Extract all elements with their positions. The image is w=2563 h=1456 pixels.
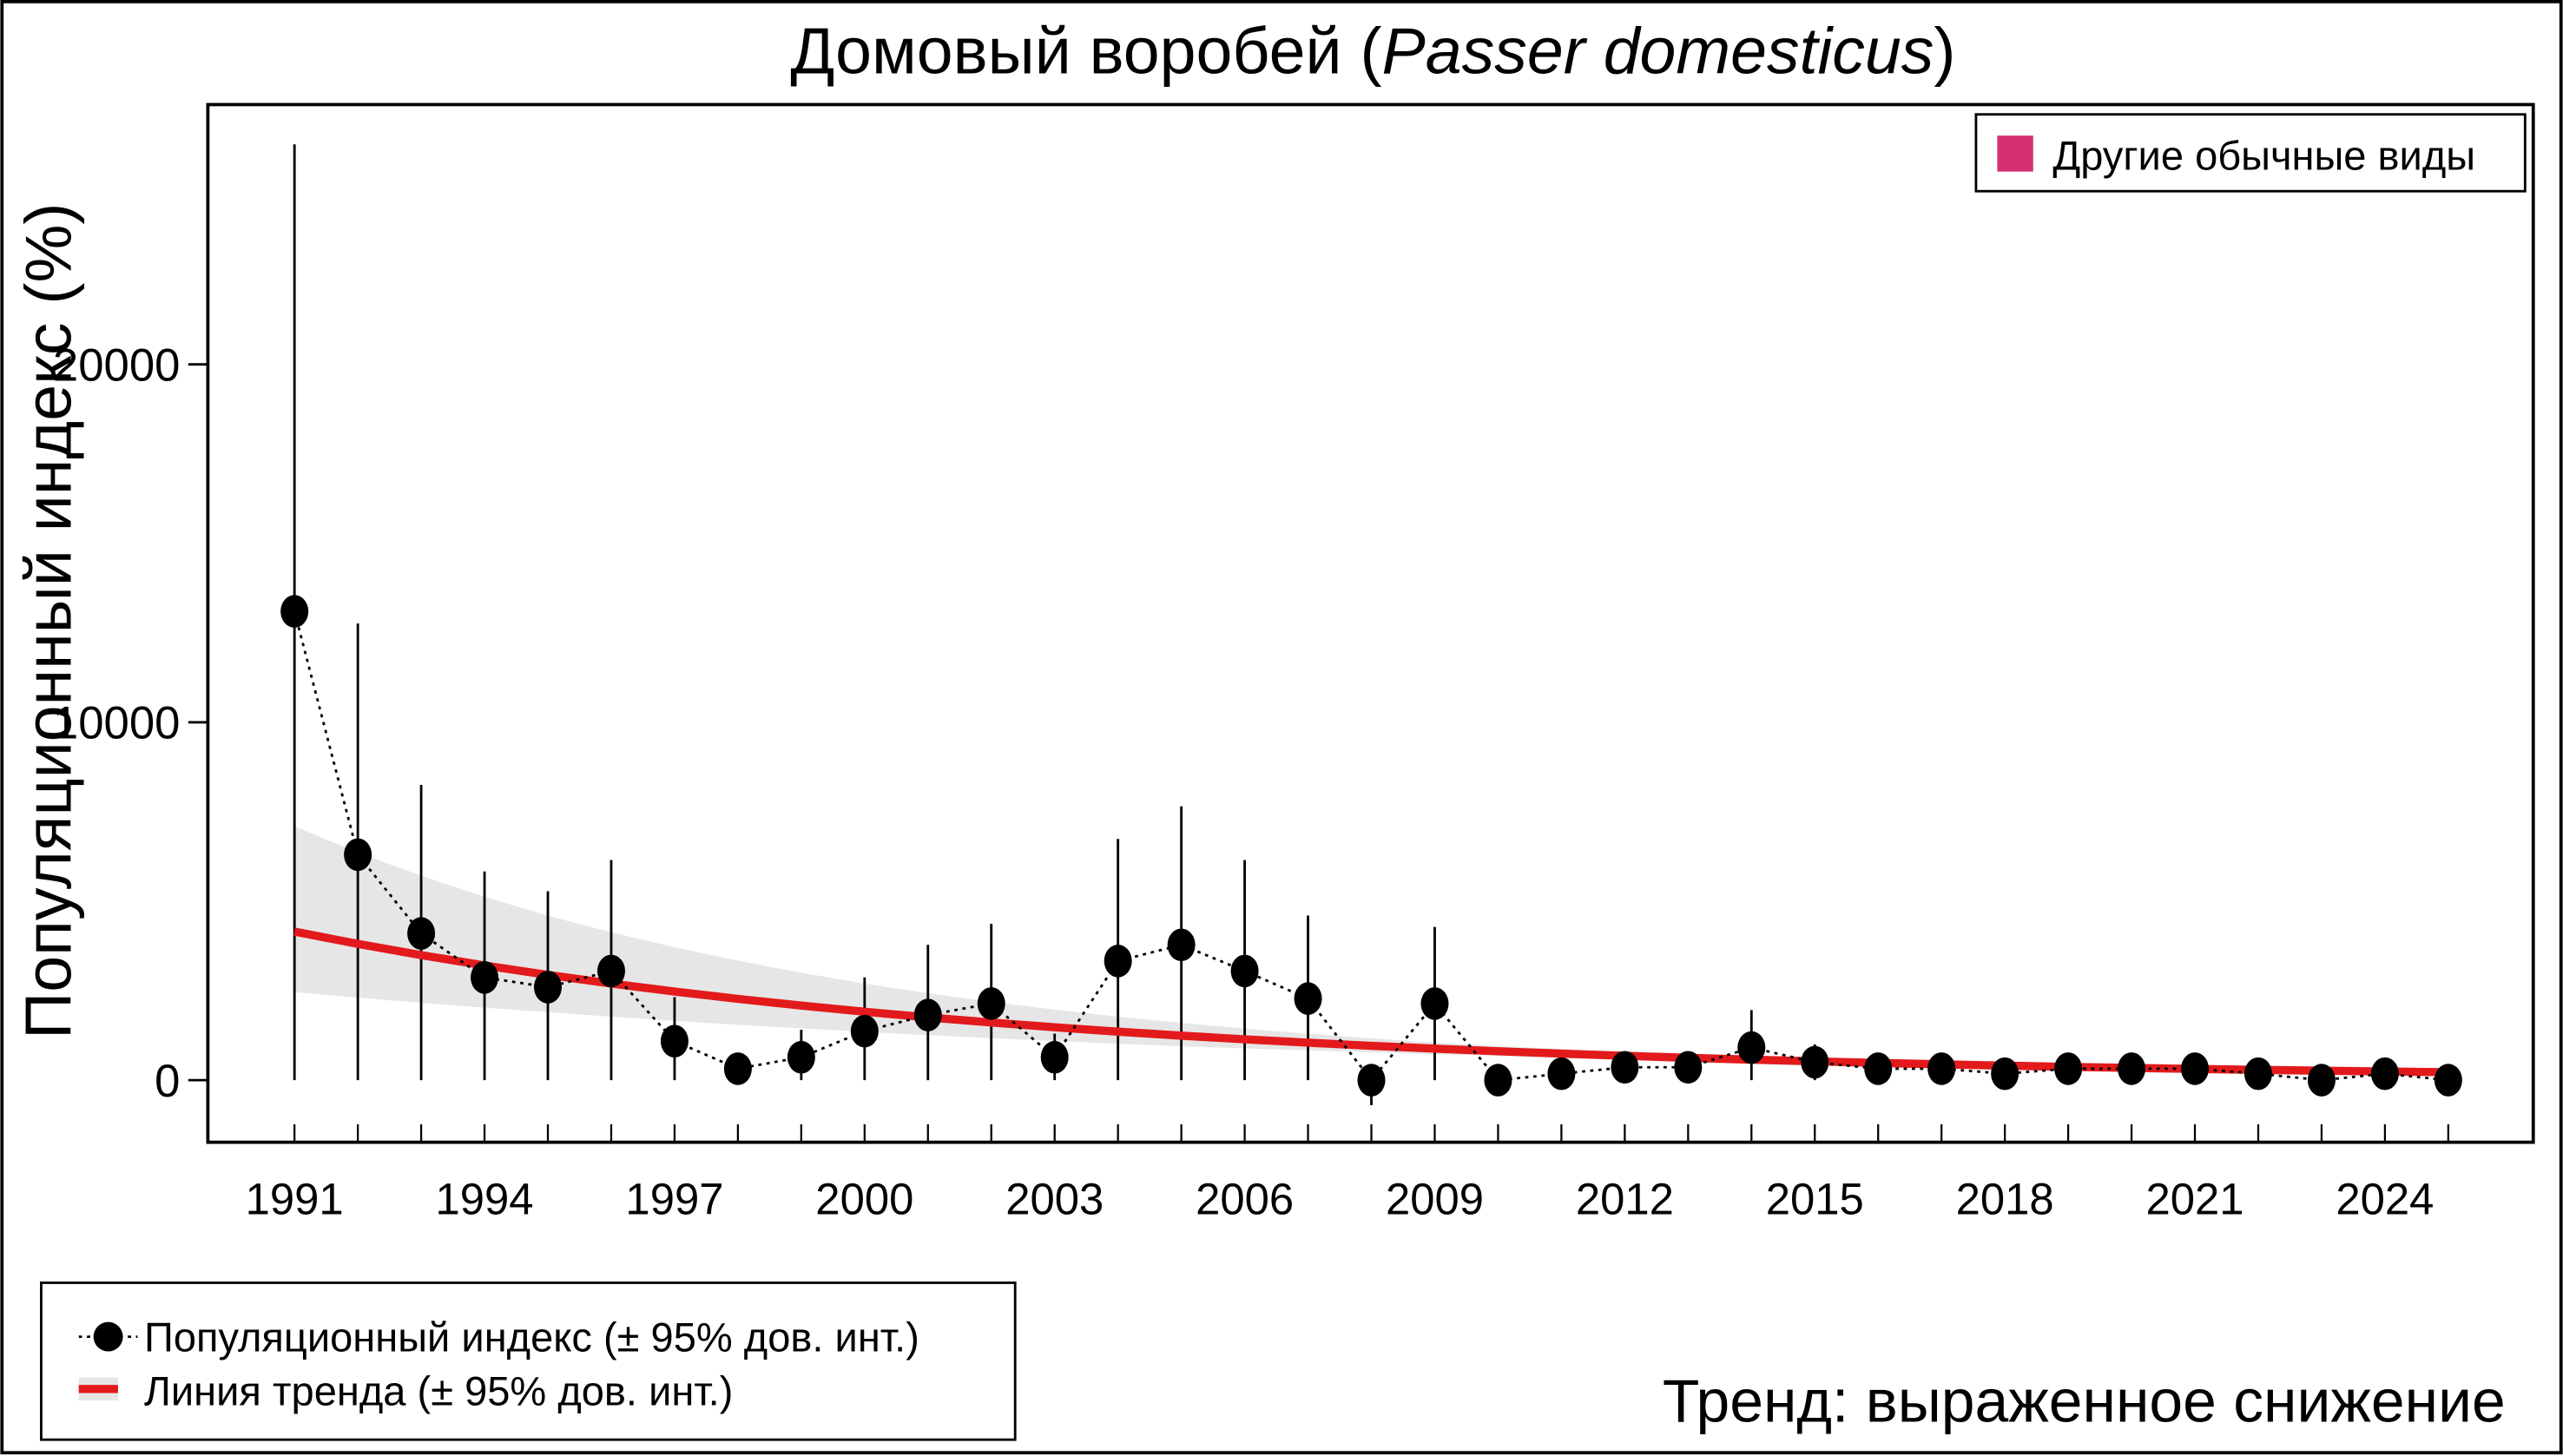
index-point-2016 <box>1864 1052 1893 1085</box>
index-point-2018 <box>1991 1057 2019 1090</box>
index-point-2020 <box>2118 1052 2146 1085</box>
index-point-2025 <box>2434 1064 2462 1097</box>
trend-line <box>293 927 2448 1077</box>
x-tick-label: 2006 <box>1196 1174 1294 1223</box>
index-point-2008 <box>1357 1064 1386 1097</box>
index-point-2006 <box>1230 954 1259 988</box>
y-axis: 0 10000 20000 <box>53 340 208 1107</box>
x-tick-label: 2000 <box>815 1174 913 1223</box>
x-tick-label: 2012 <box>1576 1174 1674 1223</box>
index-point-1993 <box>407 917 436 950</box>
index-point-1999 <box>787 1040 815 1074</box>
index-point-1995 <box>534 971 563 1004</box>
x-tick-label: 2015 <box>1766 1174 1864 1223</box>
index-point-1997 <box>660 1024 689 1057</box>
x-tick-label: 2024 <box>2336 1174 2434 1223</box>
y-tick-label: 10000 <box>53 698 181 749</box>
legend-swatch-other-species <box>1997 135 2033 172</box>
y-axis-label: Популяционный индекс (%) <box>11 203 84 1039</box>
index-point-1991 <box>280 595 309 628</box>
index-point-2002 <box>977 987 1005 1020</box>
index-point-2015 <box>1801 1045 1829 1079</box>
index-point-2024 <box>2370 1057 2399 1090</box>
index-point-1992 <box>344 838 372 872</box>
x-axis: 1991 1994 1997 2000 2003 2006 2009 2012 2015 2018… <box>246 1123 2449 1223</box>
legend-label-trend: Линия тренда (± 95% дов. инт.) <box>144 1368 733 1414</box>
index-point-2011 <box>1547 1057 1576 1090</box>
x-tick-label: 2003 <box>1005 1174 1104 1223</box>
index-point-2021 <box>2181 1052 2210 1085</box>
index-point-2007 <box>1294 982 1322 1015</box>
index-point-1994 <box>471 960 499 994</box>
x-tick-label: 1994 <box>436 1174 534 1223</box>
trend-annotation: Тренд: выраженное снижение <box>1663 1367 2506 1434</box>
index-point-2004 <box>1104 945 1132 978</box>
index-point-2005 <box>1167 928 1196 962</box>
legend-top-right: Другие обычные виды <box>1974 113 2527 193</box>
index-point-2012 <box>1611 1051 1639 1084</box>
index-point-2000 <box>850 1014 879 1048</box>
x-tick-label: 1997 <box>625 1174 723 1223</box>
index-point-2019 <box>2054 1052 2083 1085</box>
index-point-2009 <box>1420 987 1449 1020</box>
index-point-2013 <box>1674 1051 1703 1084</box>
index-point-2023 <box>2307 1064 2336 1097</box>
legend-label-index: Популяционный индекс (± 95% дов. инт.) <box>144 1314 919 1360</box>
index-point-1996 <box>596 954 625 988</box>
legend-label-other-species: Другие обычные виды <box>2052 133 2475 179</box>
y-tick-label: 0 <box>155 1056 180 1107</box>
chart-title: Домовый воробей (Passer domesticus) <box>790 15 1955 88</box>
y-tick-label: 20000 <box>53 340 181 392</box>
legend-bottom-left: Популяционный индекс (± 95% дов. инт.) Л… <box>40 1281 1017 1441</box>
index-point-1998 <box>723 1052 752 1085</box>
legend-index-marker <box>93 1321 123 1352</box>
x-tick-label: 2009 <box>1386 1174 1484 1223</box>
index-point-2003 <box>1040 1040 1069 1074</box>
index-point-2022 <box>2243 1057 2272 1090</box>
x-tick-label: 2018 <box>1956 1174 2054 1223</box>
index-point-2001 <box>913 998 942 1031</box>
x-tick-label: 1991 <box>246 1174 344 1223</box>
x-tick-label: 2021 <box>2146 1174 2244 1223</box>
index-point-2017 <box>1927 1052 1956 1085</box>
index-point-2014 <box>1737 1031 1766 1064</box>
index-point-2010 <box>1484 1064 1512 1097</box>
